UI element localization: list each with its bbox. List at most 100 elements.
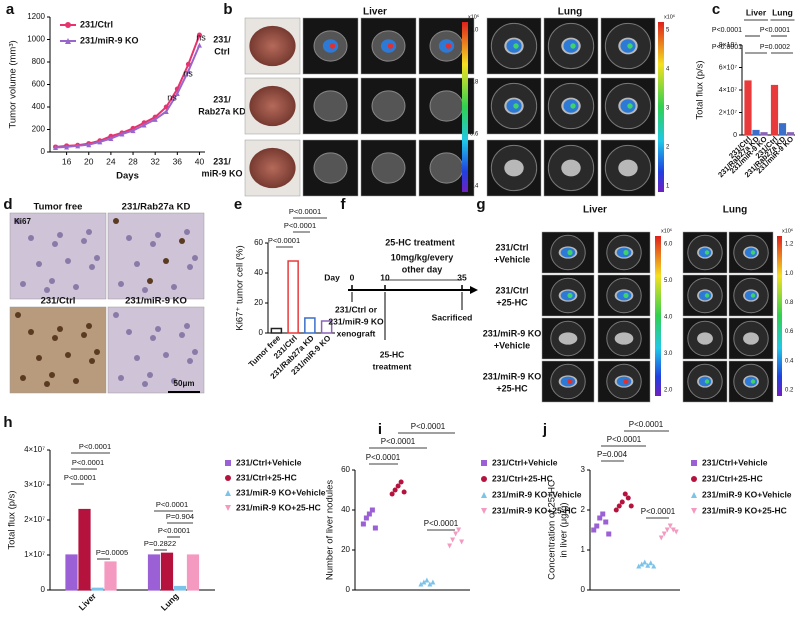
label: Ki67	[14, 217, 31, 226]
marker	[691, 476, 697, 482]
label: other day	[402, 264, 443, 274]
y-tick-label: 1200	[27, 12, 45, 21]
y-axis-label: Concentration of 25-HC	[547, 480, 558, 580]
y-tick-label: 600	[32, 80, 46, 89]
marker	[594, 523, 600, 529]
nucleus	[134, 261, 140, 267]
colorbar-label: 0.8	[470, 80, 479, 86]
marker	[691, 508, 697, 514]
colorbar-label: 0.4	[470, 184, 479, 190]
signal	[627, 43, 633, 49]
nucleus	[126, 329, 132, 335]
label: 25-HC	[380, 349, 405, 359]
signal	[627, 103, 633, 109]
marker	[398, 479, 404, 485]
p-value: ns	[196, 32, 206, 42]
signal	[567, 249, 573, 256]
marker	[642, 559, 648, 565]
nucleus	[134, 355, 140, 361]
marker	[648, 560, 654, 566]
nucleus	[163, 352, 169, 358]
nucleus	[113, 218, 119, 224]
organ	[558, 332, 578, 345]
nucleus	[15, 218, 21, 224]
marker	[667, 523, 673, 529]
organ	[371, 152, 406, 184]
colorbar-unit: x10⁶	[782, 227, 793, 234]
marker	[185, 68, 191, 74]
nucleus	[184, 229, 190, 235]
signal	[567, 378, 573, 385]
y-tick-label: 200	[32, 125, 46, 134]
y-tick-label: 40	[341, 505, 350, 514]
label: 231/Ctrl	[41, 296, 76, 307]
bar	[186, 554, 200, 591]
marker	[597, 515, 603, 521]
marker	[628, 503, 634, 509]
y-tick-label: 60	[254, 238, 263, 247]
marker	[664, 527, 670, 533]
signal	[570, 103, 576, 109]
p-value: P<0.0001	[424, 519, 459, 528]
nucleus	[86, 323, 92, 329]
marker	[619, 499, 625, 505]
organ	[614, 332, 634, 345]
y-tick-label: 400	[32, 102, 46, 111]
p-value: P<0.0001	[72, 458, 104, 467]
nucleus	[118, 281, 124, 287]
nucleus	[52, 241, 58, 247]
marker	[625, 495, 631, 501]
label: 231/miR-9 KO	[328, 316, 384, 326]
marker	[651, 563, 657, 569]
label: 231/	[213, 34, 231, 44]
y-tick-label: 0	[41, 585, 46, 594]
marker	[86, 142, 92, 148]
colorbar-label: 4.0	[664, 315, 673, 321]
marker	[450, 537, 456, 543]
label: Day	[324, 272, 340, 282]
nucleus	[52, 335, 58, 341]
bar	[304, 317, 316, 334]
label: 10	[380, 272, 390, 282]
colorbar-unit: x10⁶	[664, 13, 675, 20]
marker	[401, 489, 407, 495]
nucleus	[192, 255, 198, 261]
marker	[636, 563, 642, 569]
colorbar-label: 6.0	[664, 242, 673, 248]
label: 231/Rab27a KD	[122, 202, 191, 213]
marker	[65, 38, 71, 44]
x-tick-label: 16	[62, 156, 72, 166]
legend-label: 231/miR-9 KO+25-HC	[236, 502, 321, 512]
x-axis-label: Days	[116, 171, 139, 182]
legend-label: 231/Ctrl+Vehicle	[492, 457, 558, 467]
organ	[504, 159, 524, 177]
bar	[78, 508, 91, 591]
marker	[658, 535, 664, 541]
colorbar-label: 4	[666, 67, 670, 73]
marker	[456, 527, 462, 533]
marker	[141, 122, 147, 128]
colorbar	[777, 236, 782, 396]
marker	[163, 109, 169, 114]
label: Liver	[583, 205, 607, 216]
p-value: ns	[167, 92, 177, 102]
x-tick-label: 40	[195, 156, 205, 166]
marker	[622, 491, 628, 497]
marker	[670, 527, 676, 533]
signal	[750, 293, 756, 298]
legend-label: 231/Ctrl+25-HC	[702, 473, 763, 483]
nucleus	[113, 312, 119, 318]
p-value: P=0.004	[597, 450, 628, 459]
bar	[65, 554, 78, 591]
nucleus	[49, 278, 55, 284]
nucleus	[86, 229, 92, 235]
y-tick-label: 0	[733, 132, 737, 139]
nucleus	[49, 372, 55, 378]
nucleus	[36, 261, 42, 267]
legend-label: 231/miR-9 KO+25-HC	[492, 505, 577, 515]
p-value: P<0.0001	[712, 27, 742, 34]
p-value: P<0.0001	[158, 526, 190, 535]
y-tick-label: 4×10⁷	[24, 445, 45, 454]
label: 25-HC treatment	[385, 237, 455, 247]
colorbar-label: 3	[666, 106, 670, 112]
